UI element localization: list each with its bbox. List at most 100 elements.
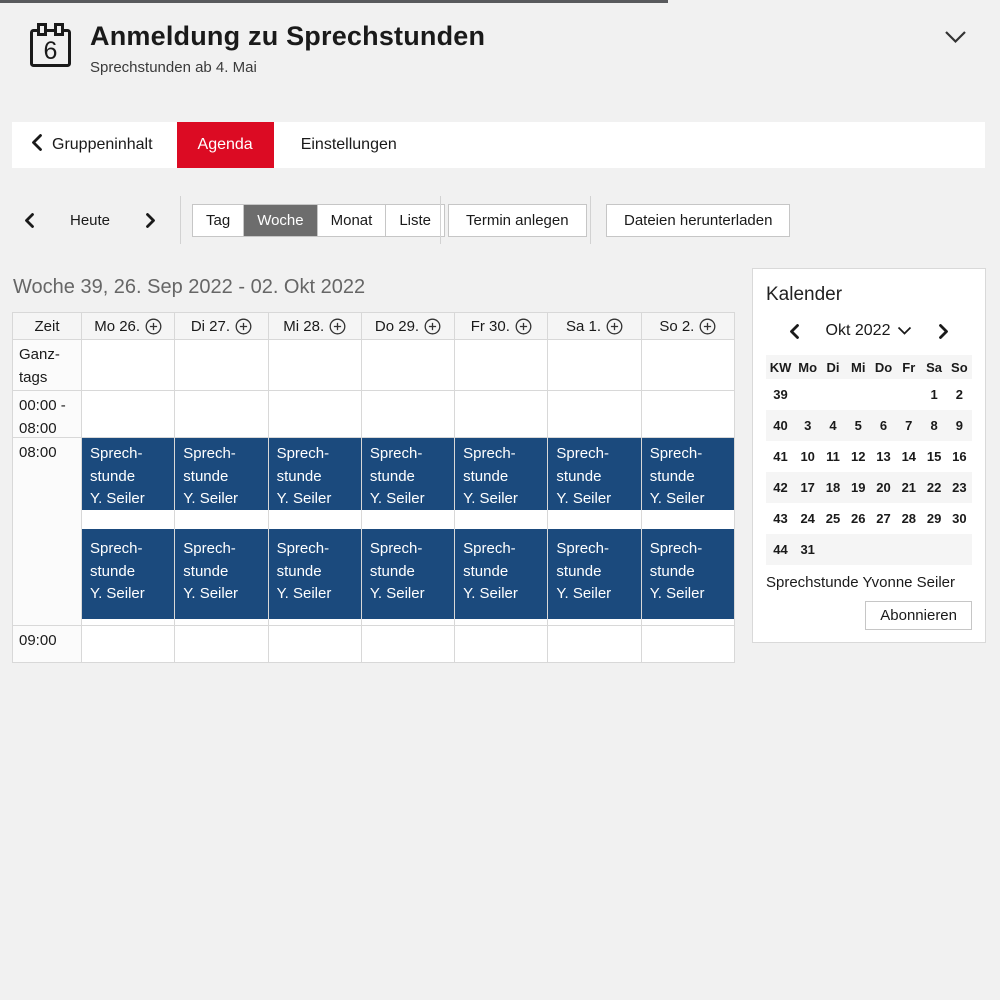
event-sprechstunde[interactable]: Sprech-stunde Y. Seiler [548, 529, 641, 619]
event-sprechstunde[interactable]: Sprech-stunde Y. Seiler [641, 529, 734, 619]
mini-day-cell[interactable]: 21 [901, 480, 917, 495]
agenda-cell [268, 340, 361, 390]
add-event-icon[interactable] [606, 318, 623, 335]
back-link-label: Gruppeninhalt [52, 136, 153, 153]
collapse-chevron-icon[interactable] [944, 30, 967, 49]
mini-day-cell[interactable]: 26 [851, 511, 866, 526]
mini-day-cell[interactable]: 1 [930, 387, 938, 402]
add-event-icon[interactable] [235, 318, 252, 335]
mini-day-cell[interactable]: 10 [800, 449, 815, 464]
day-header-5: Fr 30. [455, 313, 548, 339]
mini-day-cell[interactable]: 11 [826, 449, 840, 464]
mini-day-cell[interactable]: 18 [825, 480, 841, 495]
prev-month-button[interactable] [789, 323, 799, 339]
calendar-subscription-label: Sprechstunde Yvonne Seiler [766, 574, 956, 591]
tab-agenda[interactable]: Agenda [176, 122, 274, 168]
toolbar-divider [440, 196, 441, 244]
subscribe-button[interactable]: Abonnieren [865, 601, 972, 630]
add-event-icon[interactable] [424, 318, 441, 335]
view-tag-button[interactable]: Tag [193, 205, 245, 236]
add-event-icon[interactable] [145, 318, 162, 335]
next-period-button[interactable] [146, 212, 156, 228]
agenda-cell [455, 626, 548, 662]
day-header-label: Do 29. [374, 317, 420, 335]
mini-day-cell[interactable]: 4 [829, 418, 837, 433]
next-month-button[interactable] [939, 323, 949, 339]
mini-day-cell[interactable]: 15 [926, 449, 942, 464]
event-sprechstunde[interactable]: Sprech-stunde Y. Seiler [361, 529, 455, 619]
chevron-down-icon [897, 322, 912, 340]
mini-day-cell[interactable]: 2 [955, 387, 963, 402]
day-header-2: Di 27. [175, 313, 268, 339]
event-sprechstunde[interactable]: Sprech-stunde Y. Seiler [361, 438, 455, 510]
event-sprechstunde[interactable]: Sprech-stunde Y. Seiler [268, 529, 361, 619]
mini-weekday-header: Mi [851, 359, 866, 375]
event-sprechstunde[interactable]: Sprech-stunde Y. Seiler [455, 529, 548, 619]
mini-day-cell[interactable]: 25 [825, 511, 841, 526]
event-sprechstunde[interactable]: Sprech-stunde Y. Seiler [641, 438, 734, 510]
create-event-button[interactable]: Termin anlegen [448, 204, 587, 237]
event-sprechstunde[interactable]: Sprech-stunde Y. Seiler [455, 438, 548, 510]
mini-day-cell[interactable]: 9 [955, 418, 963, 433]
sidebar-title: Kalender [766, 284, 843, 305]
day-header-label: So 2. [659, 317, 695, 335]
mini-day-cell[interactable]: 14 [901, 449, 917, 464]
mini-day-cell[interactable]: 24 [800, 511, 815, 526]
event-text-line: Sprech- [649, 540, 703, 557]
event-text-line: Sprech- [90, 540, 143, 557]
mini-kw-cell: 41 [773, 449, 788, 464]
prev-period-button[interactable] [24, 212, 34, 228]
mini-day-cell[interactable]: 17 [800, 480, 815, 495]
mini-day-cell[interactable]: 19 [851, 480, 866, 495]
event-text-line: Y. Seiler [649, 585, 705, 602]
mini-day-cell[interactable]: 5 [854, 418, 862, 433]
mini-day-cell[interactable]: 13 [876, 449, 891, 464]
add-event-icon[interactable] [515, 318, 532, 335]
add-event-icon[interactable] [699, 318, 716, 335]
tab-bar: Gruppeninhalt Agenda Einstellungen [12, 122, 985, 168]
today-button[interactable]: Heute [69, 211, 111, 229]
event-sprechstunde[interactable]: Sprech-stunde Y. Seiler [82, 438, 175, 510]
event-text-line: Y. Seiler [463, 585, 518, 602]
mini-day-cell[interactable]: 3 [804, 418, 812, 433]
event-sprechstunde[interactable]: Sprech-stunde Y. Seiler [82, 529, 175, 619]
event-sprechstunde[interactable]: Sprech-stunde Y. Seiler [175, 438, 268, 510]
view-woche-button[interactable]: Woche [244, 205, 318, 236]
mini-day-cell[interactable]: 27 [876, 511, 891, 526]
mini-day-cell[interactable]: 23 [952, 480, 967, 495]
event-sprechstunde[interactable]: Sprech-stunde Y. Seiler [268, 438, 361, 510]
event-text-line: stunde [183, 562, 229, 580]
event-sprechstunde[interactable]: Sprech-stunde Y. Seiler [175, 529, 268, 619]
mini-day-cell[interactable]: 7 [905, 418, 913, 433]
mini-day-cell[interactable]: 22 [926, 480, 942, 495]
top-strip [0, 0, 668, 3]
mini-day-cell[interactable]: 30 [952, 511, 967, 526]
agenda-cell: Sprech-stunde Y. Seiler Sprech-stunde Y. Se… [455, 438, 548, 625]
mini-day-cell[interactable]: 20 [876, 480, 891, 495]
mini-day-cell[interactable]: 12 [851, 449, 866, 464]
day-header-3: Mi 28. [268, 313, 361, 339]
mini-day-cell[interactable]: 28 [901, 511, 917, 526]
event-text-line: Sprech- [556, 540, 609, 557]
mini-day-cell[interactable]: 16 [952, 449, 967, 464]
event-text-line: Sprech- [556, 445, 609, 462]
back-link-gruppeninhalt[interactable]: Gruppeninhalt [12, 122, 171, 168]
view-monat-button[interactable]: Monat [318, 205, 387, 236]
mini-day-cell[interactable]: 29 [926, 511, 942, 526]
event-text-line: Sprech- [276, 540, 330, 557]
tab-einstellungen[interactable]: Einstellungen [300, 136, 397, 153]
mini-day-cell[interactable]: 8 [930, 418, 938, 433]
mini-day-cell[interactable]: 6 [879, 418, 888, 433]
month-dropdown[interactable]: Okt 2022 [826, 322, 913, 340]
mini-weekday-header: Sa [926, 359, 943, 375]
view-liste-button[interactable]: Liste [399, 212, 431, 229]
mini-weekday-header: Mo [798, 359, 818, 375]
agenda-cell [175, 340, 268, 390]
add-event-icon[interactable] [329, 318, 346, 335]
event-text-line: Y. Seiler [463, 490, 518, 507]
event-sprechstunde[interactable]: Sprech-stunde Y. Seiler [548, 438, 641, 510]
mini-weekday-header: Fr [902, 359, 916, 375]
mini-day-cell[interactable]: 31 [800, 542, 815, 557]
agenda-cell [361, 391, 455, 437]
download-files-button[interactable]: Dateien herunterladen [606, 204, 791, 237]
